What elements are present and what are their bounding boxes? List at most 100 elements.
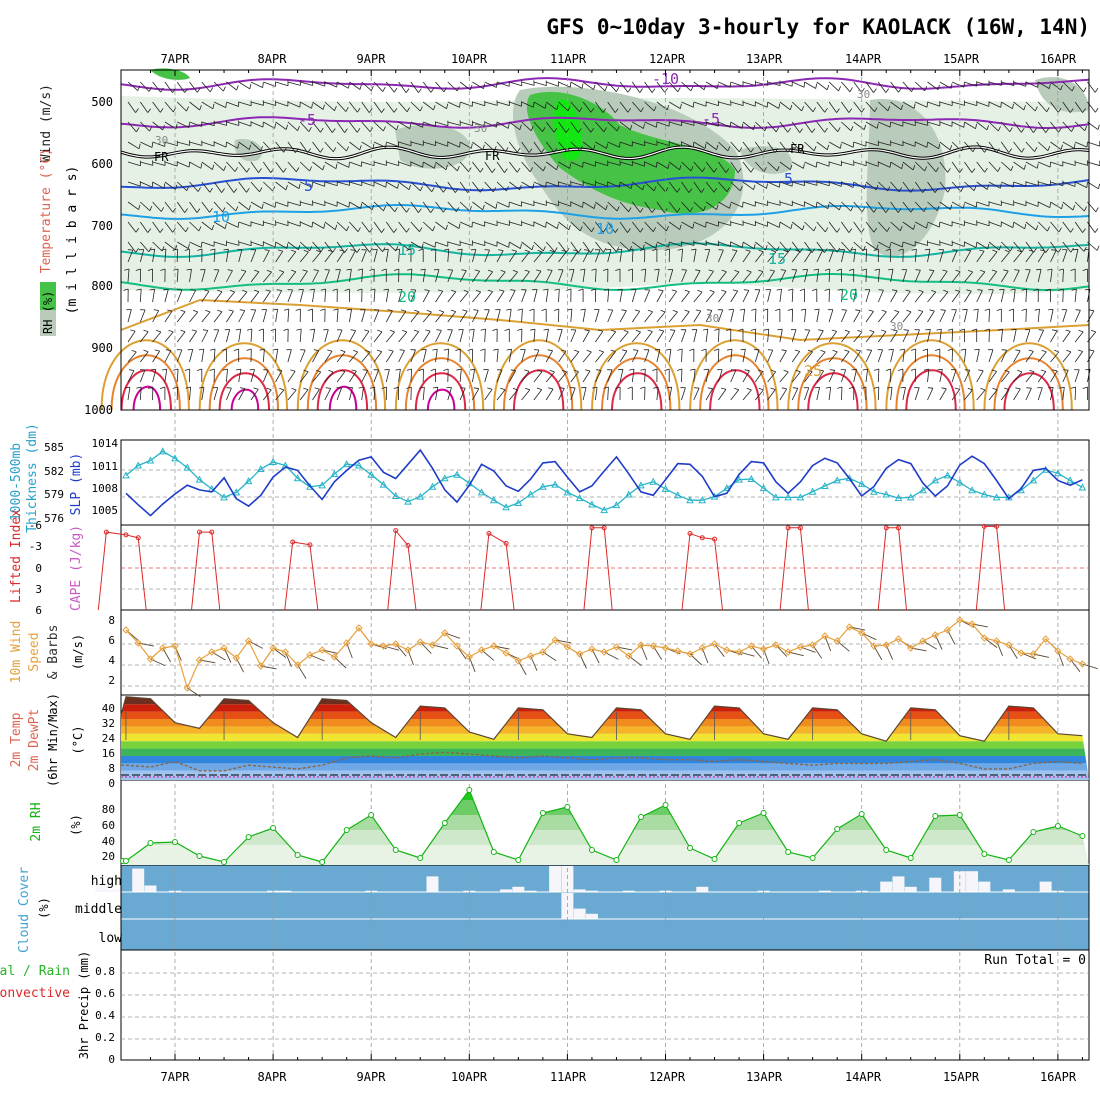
lifted-index-axis-title: Lifted Index bbox=[9, 509, 24, 603]
date-label-bottom: 9APR bbox=[357, 1070, 387, 1084]
run-total-label: Run Total = 0 bbox=[984, 953, 1086, 968]
rh2m-point bbox=[688, 846, 693, 851]
contour-label: 10 bbox=[212, 208, 230, 226]
cloud-bar-high bbox=[144, 886, 156, 893]
wind-barb bbox=[1063, 289, 1064, 302]
rh2m-tick-label: 80 bbox=[102, 803, 115, 816]
wind10m-tick-label: 6 bbox=[108, 634, 115, 647]
temp-color-band bbox=[121, 749, 1089, 756]
rh-shading bbox=[121, 68, 1089, 294]
rh2m-point bbox=[442, 821, 447, 826]
thickness-tick-label: 579 bbox=[44, 488, 64, 501]
wind-barb-flag bbox=[201, 242, 202, 247]
wind10m-barbs-label: & Barbs bbox=[46, 625, 61, 680]
date-label-top: 11APR bbox=[550, 52, 587, 66]
temperature-legend: Temperature (°C) bbox=[39, 148, 54, 273]
date-label-top: 8APR bbox=[258, 52, 288, 66]
date-label-top: 10APR bbox=[451, 52, 488, 66]
date-label-top: 7APR bbox=[161, 52, 191, 66]
precip-tick-label: 0.8 bbox=[95, 965, 115, 978]
wind10m-tick-label: 2 bbox=[108, 674, 115, 687]
precip-total-rain-label: Total / Rain bbox=[0, 964, 70, 979]
wind-barb-flag bbox=[1063, 370, 1068, 371]
pressure-axis-title: (m i l l i b a r s) bbox=[65, 166, 80, 315]
li-tick-label: -3 bbox=[29, 540, 42, 553]
li-tick-label: -6 bbox=[29, 519, 42, 532]
wind-barb bbox=[952, 349, 953, 362]
slp-tick-label: 1011 bbox=[92, 460, 119, 473]
temp2m-tick-label: 24 bbox=[102, 732, 116, 745]
temp2m-minmax-label: (6hr Min/Max) bbox=[46, 693, 60, 787]
rh2m-tick-label: 20 bbox=[102, 850, 115, 863]
rh2m-unit: (%) bbox=[69, 814, 83, 836]
date-label-top: 9APR bbox=[357, 52, 387, 66]
date-label-top: 12APR bbox=[649, 52, 686, 66]
precip-frame bbox=[121, 950, 1089, 1060]
rh2m-point bbox=[246, 835, 251, 840]
rh2m-axis-title: 2m RH bbox=[29, 802, 44, 841]
wind-barb bbox=[915, 369, 916, 382]
cloud-cover-background bbox=[121, 865, 1089, 950]
contour-label: 15 bbox=[398, 241, 416, 259]
rh2m-point bbox=[663, 803, 668, 808]
contour-label: 30 bbox=[155, 134, 168, 147]
precip-tick-label: 0.6 bbox=[95, 987, 115, 1000]
contour-label: FR bbox=[790, 142, 805, 156]
wind-barb-flag bbox=[1036, 269, 1041, 270]
cloud-bar-high bbox=[954, 871, 966, 892]
precip-tick-label: 0 bbox=[108, 1053, 115, 1066]
cloud-cover-unit: (%) bbox=[37, 897, 51, 919]
wind-barb-flag bbox=[964, 123, 965, 128]
rh2m-point bbox=[271, 826, 276, 831]
rh2m-point bbox=[344, 828, 349, 833]
wind-barb-flag bbox=[583, 202, 584, 207]
wind-barb-flag bbox=[189, 123, 190, 128]
cloud-level-label: high bbox=[91, 874, 122, 889]
contour-label: 25 bbox=[804, 362, 822, 380]
rh2m-point bbox=[540, 811, 545, 816]
wind-barb bbox=[989, 329, 990, 342]
wind-barb bbox=[1075, 387, 1076, 400]
temp2m-tick-label: 8 bbox=[108, 762, 115, 775]
wind-barb-flag bbox=[1038, 82, 1039, 87]
contour-label: 10 bbox=[596, 220, 614, 238]
date-label-bottom: 16APR bbox=[1040, 1070, 1077, 1084]
rh2m-point bbox=[786, 850, 791, 855]
rh2m-point bbox=[565, 805, 570, 810]
contour-label: -5 bbox=[702, 110, 720, 128]
wind-barb-flag bbox=[275, 202, 276, 207]
rh2m-point bbox=[295, 853, 300, 858]
date-label-top: 13APR bbox=[746, 52, 783, 66]
date-label-bottom: 14APR bbox=[845, 1070, 882, 1084]
wind10m-tick-label: 8 bbox=[108, 614, 115, 627]
dewpt2m-axis-title: 2m DewPt bbox=[27, 709, 42, 772]
wind-barb-flag bbox=[928, 388, 933, 389]
cloud-bar-high bbox=[427, 876, 439, 892]
wind-barb-flag bbox=[1076, 310, 1081, 311]
thickness-tick-label: 582 bbox=[44, 465, 64, 478]
contour-label: 30 bbox=[474, 122, 487, 135]
temp2m-tick-label: 16 bbox=[102, 747, 115, 760]
rh2m-point bbox=[123, 859, 128, 864]
wind-barb-flag bbox=[618, 369, 623, 370]
wind-barb-flag bbox=[779, 223, 780, 228]
thickness-tick-label: 585 bbox=[44, 441, 64, 454]
pressure-tick-label: 800 bbox=[91, 279, 113, 293]
temp-color-band bbox=[121, 726, 1089, 733]
pressure-tick-label: 600 bbox=[91, 157, 113, 171]
precip-tick-label: 0.4 bbox=[95, 1009, 115, 1022]
temp-color-band bbox=[121, 756, 1089, 763]
rh2m-point bbox=[712, 857, 717, 862]
date-label-bottom: 11APR bbox=[550, 1070, 587, 1084]
wind-barb-flag bbox=[853, 183, 854, 188]
li-tick-label: 3 bbox=[35, 583, 42, 596]
rh2m-point bbox=[884, 848, 889, 853]
rh2m-point bbox=[1031, 830, 1036, 835]
date-label-bottom: 7APR bbox=[161, 1070, 191, 1084]
slp-tick-label: 1008 bbox=[92, 482, 119, 495]
pressure-tick-label: 500 bbox=[91, 95, 113, 109]
temp2m-tick-label: 40 bbox=[102, 702, 115, 715]
cape-axis-title: CAPE (J/kg) bbox=[69, 525, 84, 611]
rh2m-point bbox=[173, 840, 178, 845]
